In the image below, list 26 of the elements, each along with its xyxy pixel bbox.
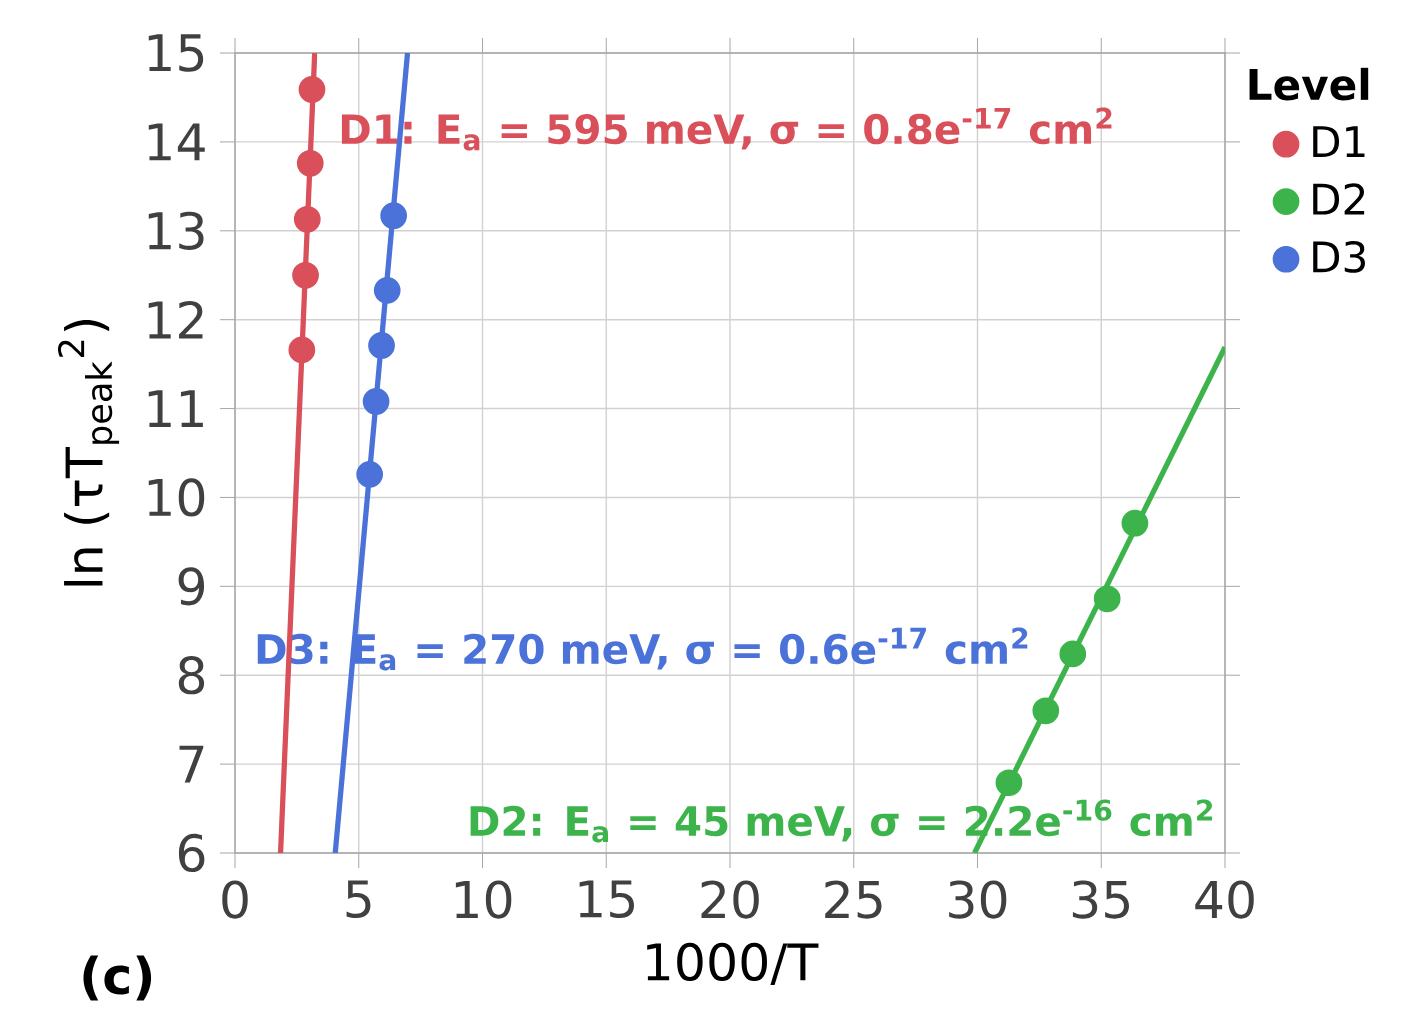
y-axis-title: ln (τT$_{peak}$$^{2}$) [57, 319, 120, 586]
y-tick-label: 15 [148, 34, 204, 72]
x-tick-label: 40 [1195, 880, 1254, 919]
y-tick-label: 11 [148, 390, 203, 428]
y-tick-label: 13 [148, 211, 204, 250]
y-tick-label: 14 [148, 123, 205, 161]
x-tick-label: 30 [949, 880, 1007, 919]
y-tick-label: 9 [178, 567, 205, 606]
x-tick-label: 0 [222, 880, 248, 919]
x-axis-title: 1000/T [647, 942, 819, 986]
legend-label: D3 [1313, 240, 1365, 273]
x-tick-label: 35 [1072, 880, 1130, 919]
legend-label: D2 [1313, 183, 1365, 215]
y-tick-label: 7 [179, 745, 204, 783]
y-tick-label: 10 [148, 478, 205, 517]
y-tick-label: 12 [148, 300, 203, 339]
legend-title: Level [1249, 67, 1369, 101]
x-tick-label: 5 [346, 880, 371, 919]
x-tick-label: 15 [579, 880, 635, 919]
x-tick-label: 20 [701, 880, 759, 919]
x-tick-label: 10 [455, 880, 512, 919]
y-tick-label: 8 [178, 656, 205, 695]
y-tick-label: 6 [178, 833, 205, 873]
text: (c) [83, 955, 152, 1001]
legend-label: D1 [1313, 126, 1365, 157]
x-tick-label: 25 [825, 880, 882, 919]
